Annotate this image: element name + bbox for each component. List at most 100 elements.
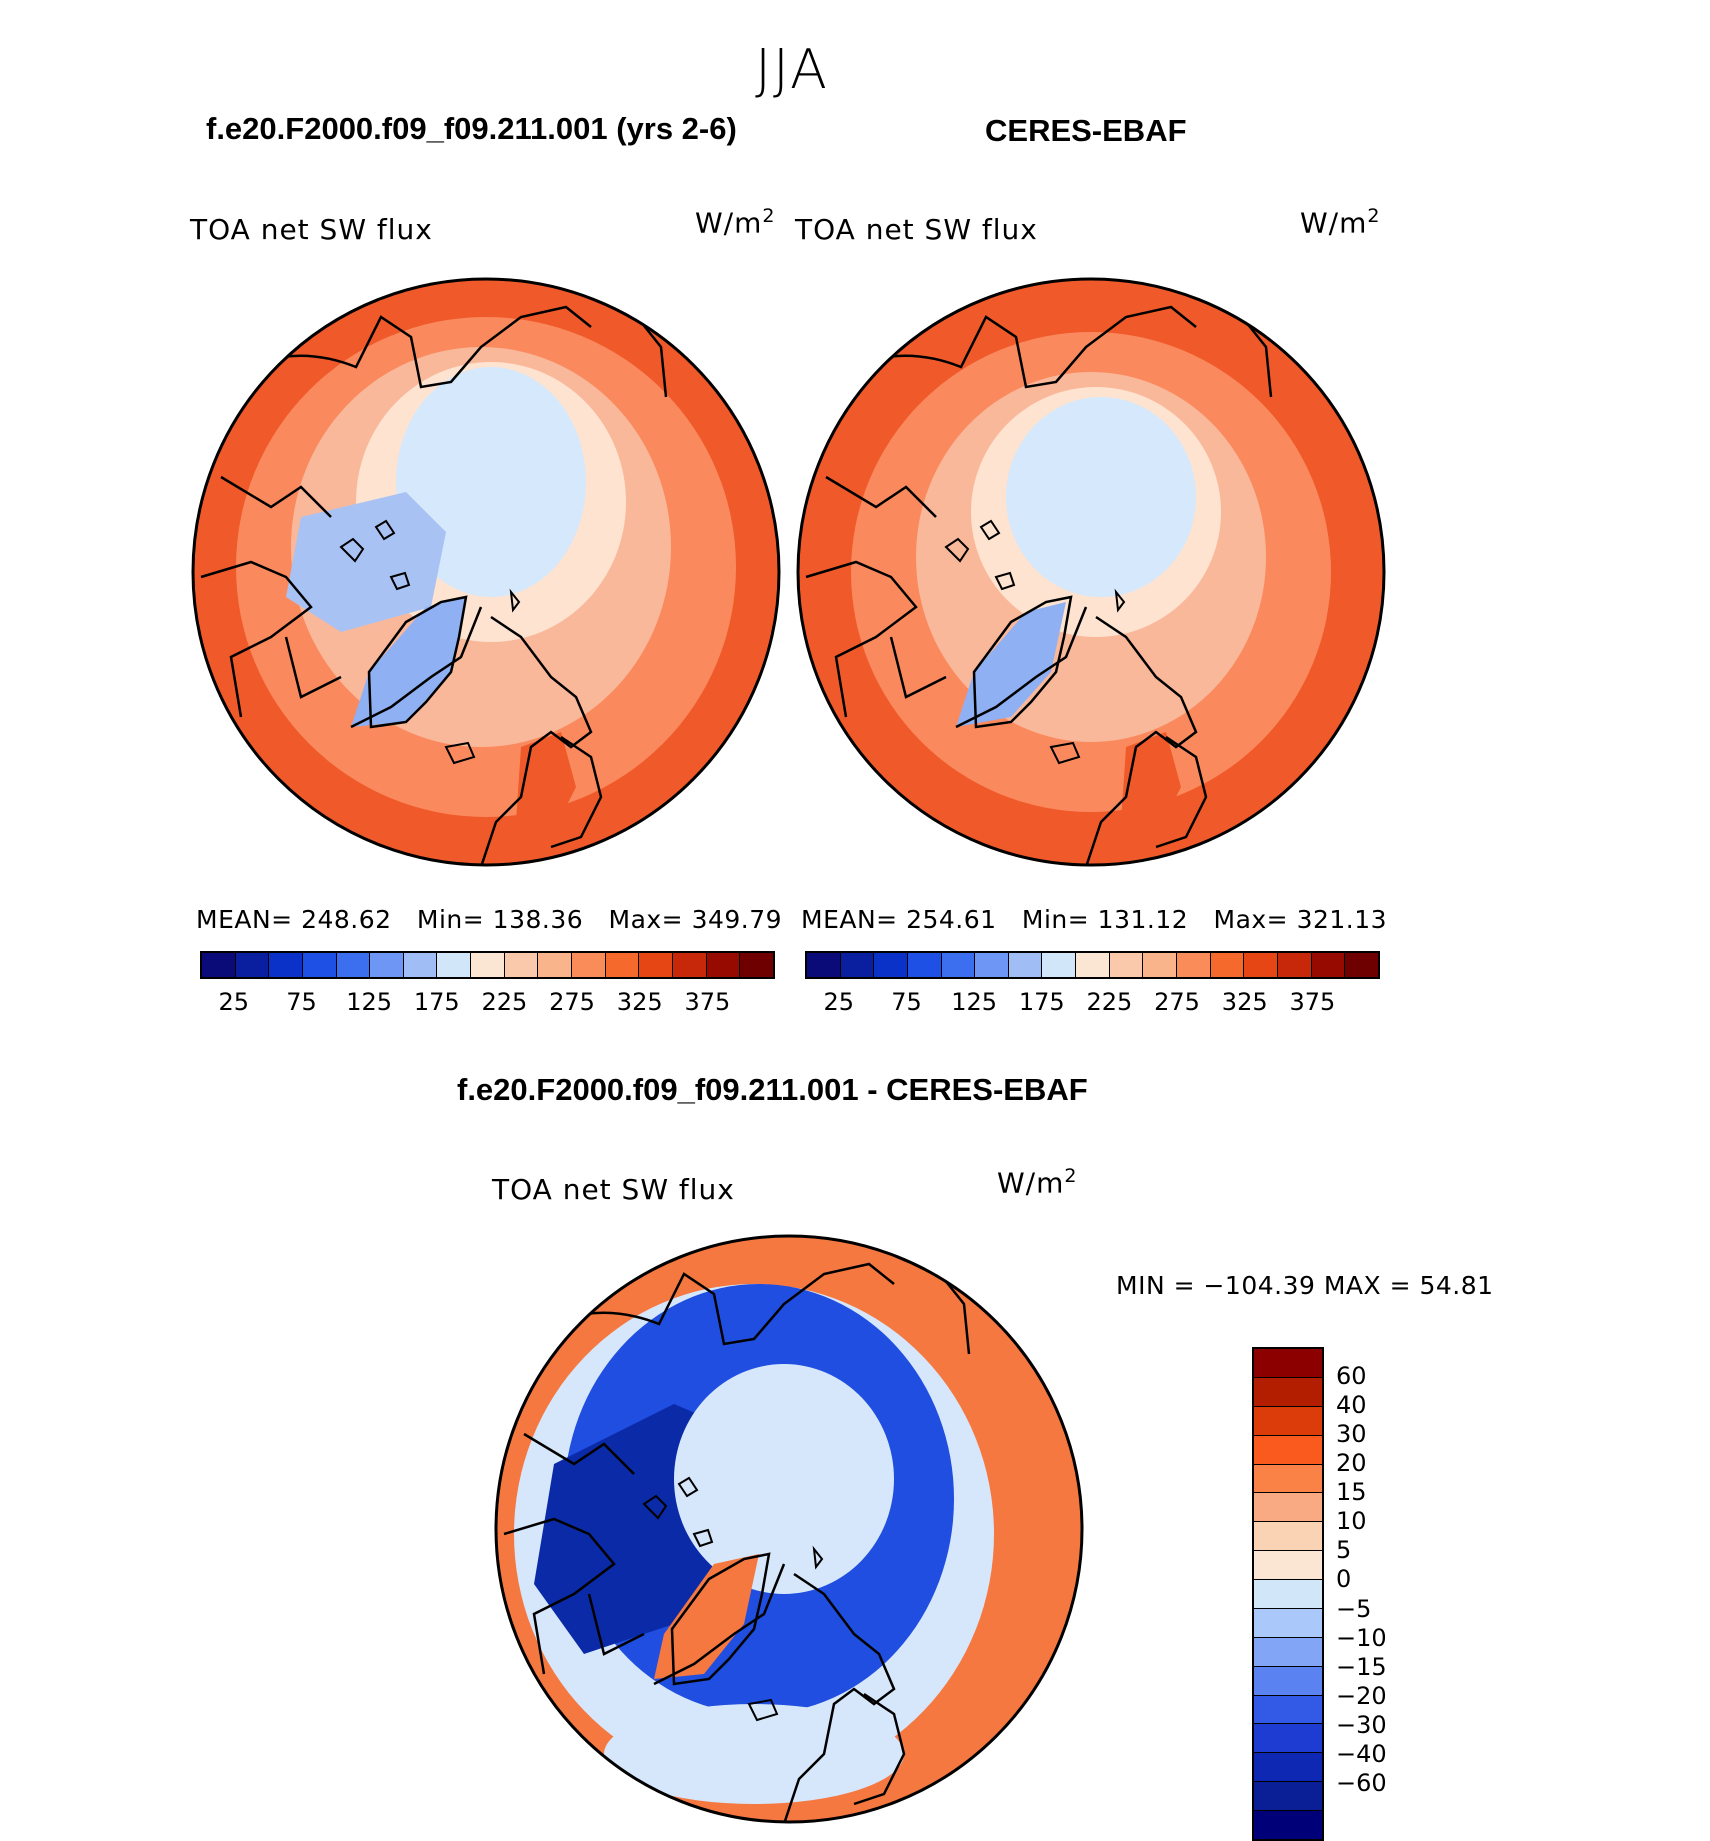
colorbar-swatch [202,953,236,977]
diff-colorbar-ticks: 60 40 30 20 15 10 5 0 −5 −10 −15 −20 −30 −40 −60 [1336,1347,1416,1841]
colorbar-tick-label: 20 [1336,1449,1367,1478]
model-polar-map [191,277,781,867]
colorbar-swatch [1109,953,1144,977]
colorbar-tick-label: −10 [1336,1623,1387,1652]
map-scandinavia-hot [1121,732,1181,837]
colorbar-swatch [672,953,707,977]
colorbar-swatch [403,953,438,977]
obs-colorbar-ticks: 25 75 125 175 225 275 325 375 [805,988,1380,1018]
colorbar-swatch [1254,1637,1322,1667]
colorbar-tick-label: 5 [1336,1536,1352,1565]
map-greenland-coast [367,595,468,729]
colorbar-swatch [1254,1753,1322,1783]
colorbar-tick-label: 325 [616,988,663,1016]
colorbar-swatch [572,953,606,977]
model-units: W/m2 [695,205,776,240]
colorbar-tick-label: 375 [684,988,731,1016]
colorbar-swatch [269,953,303,977]
colorbar-swatch [706,953,741,977]
diff-colorbar [1252,1347,1324,1841]
model-variable-label: TOA net SW flux [190,213,433,246]
colorbar-tick-label: 175 [1018,988,1065,1016]
colorbar-swatch [941,953,976,977]
colorbar-swatch [1244,953,1278,977]
colorbar-tick-label: 15 [1336,1478,1367,1507]
colorbar-tick-label: 60 [1336,1362,1367,1391]
diff-variable-label: TOA net SW flux [492,1173,735,1206]
colorbar-tick-label: 10 [1336,1507,1367,1536]
colorbar-swatch [907,953,942,977]
model-colorbar [200,951,775,979]
season-title: JJA [755,38,829,101]
colorbar-tick-label: −5 [1336,1594,1372,1623]
colorbar-tick-label: 325 [1221,988,1268,1016]
map-scandinavia-hot [516,732,576,837]
diff-units: W/m2 [997,1165,1078,1200]
colorbar-tick-label: −15 [1336,1652,1387,1681]
colorbar-swatch [1210,953,1245,977]
colorbar-swatch [1254,1811,1322,1839]
colorbar-tick-label: −30 [1336,1710,1387,1739]
model-panel-title: f.e20.F2000.f09_f09.211.001 (yrs 2-6) [206,111,737,146]
colorbar-tick-label: −20 [1336,1681,1387,1710]
map-ice-cap [1006,397,1196,597]
colorbar-swatch [235,953,270,977]
diff-polar-map [494,1234,1084,1824]
map-islands [944,519,1126,765]
colorbar-swatch [1254,1435,1322,1465]
obs-stats: MEAN= 254.61 Min= 131.12 Max= 321.13 [801,905,1388,934]
colorbar-swatch [874,953,908,977]
obs-polar-map [796,277,1386,867]
colorbar-swatch [437,953,472,977]
model-stats: MEAN= 248.62 Min= 138.36 Max= 349.79 [196,905,783,934]
colorbar-swatch [1254,1782,1322,1811]
map-south-light [604,1704,904,1804]
colorbar-swatch [302,953,337,977]
colorbar-tick-label: 40 [1336,1391,1367,1420]
obs-units: W/m2 [1300,205,1381,240]
colorbar-swatch [975,953,1009,977]
colorbar-swatch [840,953,875,977]
colorbar-swatch [1254,1493,1322,1523]
colorbar-swatch [740,953,773,977]
colorbar-swatch [1042,953,1077,977]
colorbar-tick-label: 275 [1154,988,1200,1016]
diff-panel-title: f.e20.F2000.f09_f09.211.001 - CERES-EBAF [457,1072,1088,1107]
colorbar-swatch [1177,953,1211,977]
colorbar-swatch [370,953,404,977]
colorbar-swatch [1345,953,1378,977]
colorbar-swatch [1254,1608,1322,1638]
obs-colorbar [805,951,1380,979]
colorbar-tick-label: 175 [413,988,460,1016]
colorbar-swatch [605,953,640,977]
colorbar-tick-label: 30 [1336,1420,1367,1449]
diff-minmax: MIN = −104.39 MAX = 54.81 [1116,1271,1494,1300]
colorbar-swatch [1254,1695,1322,1725]
colorbar-swatch [1254,1406,1322,1436]
map-greenland [654,1554,759,1679]
colorbar-tick-label: 25 [218,988,250,1016]
map-greenland [956,602,1066,727]
colorbar-tick-label: 125 [346,988,393,1016]
map-ice-cap [674,1364,894,1594]
obs-panel-title: CERES-EBAF [985,113,1187,148]
colorbar-swatch [336,953,371,977]
model-colorbar-ticks: 25 75 125 175 225 275 325 375 [200,988,775,1018]
colorbar-tick-label: 225 [481,988,528,1016]
colorbar-tick-label: 225 [1086,988,1133,1016]
map-archipelago [286,492,446,632]
map-greenland [351,597,466,727]
colorbar-swatch [471,953,505,977]
colorbar-swatch [1254,1349,1322,1378]
colorbar-swatch [1254,1580,1322,1609]
colorbar-swatch [1254,1724,1322,1754]
obs-variable-label: TOA net SW flux [795,213,1038,246]
colorbar-swatch [639,953,673,977]
colorbar-swatch [538,953,573,977]
map-islands [339,519,521,765]
colorbar-swatch [1254,1377,1322,1407]
colorbar-swatch [1254,1666,1322,1696]
map-greenland-coast [670,1552,771,1686]
colorbar-tick-label: 125 [951,988,998,1016]
colorbar-tick-label: 75 [891,988,922,1016]
